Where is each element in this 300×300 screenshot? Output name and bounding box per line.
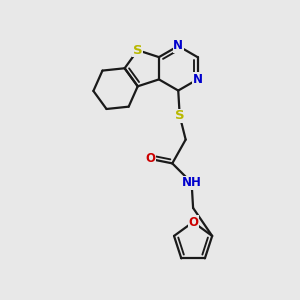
Text: N: N <box>173 40 183 52</box>
Text: O: O <box>145 152 155 165</box>
Text: NH: NH <box>182 176 202 189</box>
Text: S: S <box>175 109 184 122</box>
Text: N: N <box>193 73 202 86</box>
Text: O: O <box>188 216 198 229</box>
Text: S: S <box>133 44 142 57</box>
